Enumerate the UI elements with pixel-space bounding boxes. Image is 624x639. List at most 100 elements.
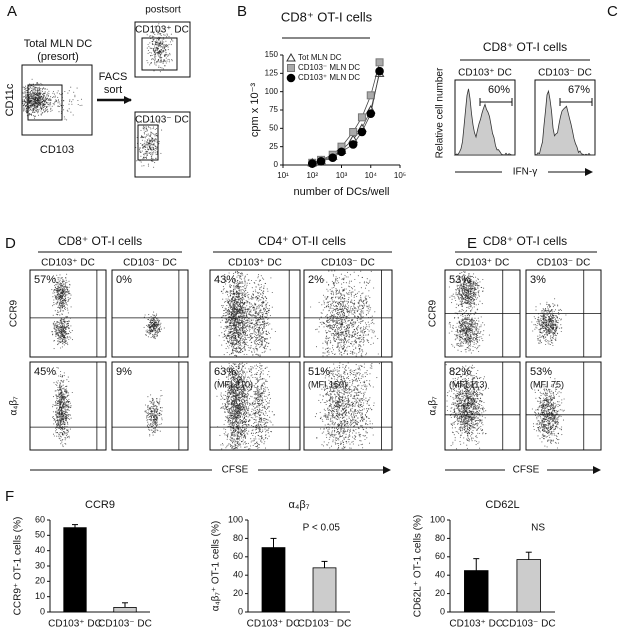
event-dot	[29, 90, 31, 93]
event-dot	[145, 128, 147, 130]
event-dot	[231, 321, 233, 323]
event-dot	[229, 337, 231, 339]
event-dot	[61, 335, 63, 337]
event-dot	[263, 324, 265, 327]
event-dot	[360, 304, 362, 306]
event-dot	[147, 144, 149, 146]
event-dot	[262, 324, 264, 326]
event-dot	[258, 324, 260, 326]
event-dot	[40, 107, 42, 109]
panel-letter: A	[7, 3, 17, 20]
event-dot	[39, 104, 41, 106]
event-dot	[60, 94, 62, 96]
event-dot	[145, 145, 147, 147]
event-dot	[254, 331, 256, 333]
event-dot	[29, 93, 31, 95]
event-dot	[151, 57, 153, 60]
event-dot	[35, 96, 37, 98]
event-dot	[57, 332, 59, 334]
event-dot	[145, 134, 148, 136]
event-dot	[328, 324, 330, 326]
event-dot	[55, 332, 57, 334]
event-dot	[259, 279, 261, 281]
event-dot	[333, 308, 335, 310]
event-dot	[257, 344, 259, 346]
event-dot	[239, 351, 241, 353]
event-dot	[257, 354, 259, 356]
event-dot	[140, 129, 142, 131]
event-dot	[45, 109, 47, 111]
event-dot	[239, 292, 241, 294]
event-dot	[156, 319, 158, 321]
event-dot	[372, 319, 374, 321]
event-dot	[136, 160, 138, 162]
event-dot	[263, 322, 265, 324]
event-dot	[226, 304, 228, 307]
event-dot	[226, 318, 228, 320]
event-dot	[62, 299, 64, 301]
event-dot	[37, 90, 39, 92]
event-dot	[345, 335, 347, 337]
event-dot	[329, 300, 331, 302]
event-dot	[79, 104, 81, 107]
event-dot	[65, 291, 67, 293]
event-dot	[47, 92, 49, 94]
event-dot	[239, 319, 241, 322]
event-dot	[65, 326, 67, 328]
event-dot	[353, 331, 355, 333]
event-dot	[239, 329, 241, 331]
event-dot	[52, 333, 54, 335]
event-dot	[44, 105, 46, 107]
event-dot	[345, 332, 347, 334]
event-dot	[241, 281, 243, 283]
event-dot	[61, 334, 63, 336]
event-dot	[240, 333, 242, 335]
event-dot	[223, 339, 225, 341]
event-dot	[231, 336, 233, 338]
event-dot	[228, 342, 230, 344]
event-dot	[338, 334, 340, 336]
event-dot	[63, 334, 65, 337]
event-dot	[350, 301, 352, 303]
event-dot	[153, 166, 155, 168]
event-dot	[30, 96, 32, 98]
event-dot	[153, 70, 155, 72]
event-dot	[170, 44, 172, 46]
event-dot	[350, 292, 352, 294]
event-dot	[237, 284, 239, 286]
event-dot	[28, 97, 30, 99]
event-dot	[62, 279, 64, 281]
event-dot	[332, 320, 334, 322]
event-dot	[44, 91, 46, 93]
event-dot	[28, 83, 31, 85]
event-dot	[69, 284, 71, 286]
event-dot	[255, 345, 257, 347]
event-dot	[167, 44, 169, 46]
event-dot	[262, 315, 264, 317]
event-dot	[258, 307, 260, 309]
event-dot	[225, 292, 227, 294]
event-dot	[343, 279, 345, 281]
event-dot	[336, 327, 338, 329]
event-dot	[360, 318, 362, 320]
event-dot	[359, 340, 361, 342]
event-dot	[145, 146, 147, 148]
event-dot	[232, 298, 234, 300]
event-dot	[156, 127, 158, 130]
event-dot	[166, 54, 168, 56]
event-dot	[360, 322, 362, 325]
event-dot	[63, 319, 65, 321]
event-dot	[56, 100, 58, 103]
event-dot	[225, 298, 227, 300]
event-dot	[336, 325, 338, 327]
event-dot	[264, 350, 266, 352]
event-dot	[241, 272, 243, 274]
event-dot	[142, 147, 144, 149]
event-dot	[225, 329, 227, 331]
event-dot	[29, 92, 31, 94]
event-dot	[32, 99, 34, 101]
event-dot	[238, 328, 240, 330]
event-dot	[150, 328, 152, 330]
event-dot	[227, 290, 229, 292]
event-dot	[338, 350, 341, 352]
